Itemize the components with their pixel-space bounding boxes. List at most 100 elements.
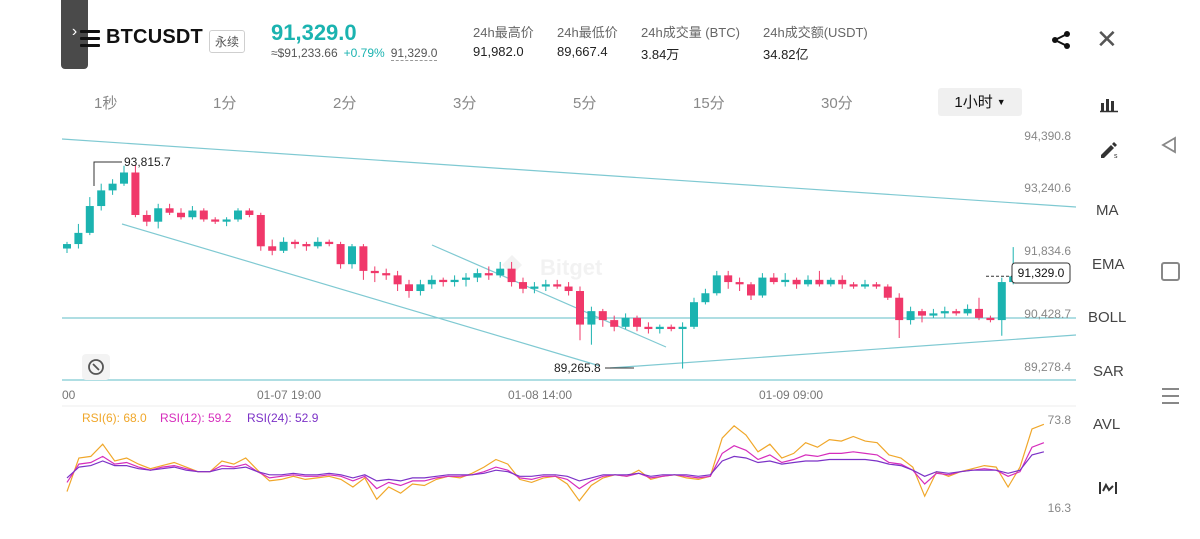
symbol-title[interactable]: BTCUSDT	[106, 26, 203, 48]
candle-body	[291, 241, 299, 245]
svg-text:Bitget: Bitget	[540, 255, 603, 280]
chart-type-icon[interactable]	[1099, 93, 1119, 113]
candle	[165, 203, 174, 215]
candle	[496, 261, 505, 278]
candle-body	[553, 284, 562, 287]
high-annotation-leader	[93, 161, 122, 186]
contract-type-badge: 永续	[209, 30, 246, 53]
last-price: 91,329.0	[271, 20, 357, 45]
candle-body	[997, 282, 1006, 321]
candle-body	[644, 326, 653, 330]
candle	[336, 241, 345, 269]
stat-label-turnover: 24h成交额(USDT)	[763, 25, 868, 40]
candle	[416, 279, 425, 296]
tab-1s[interactable]: 1秒	[94, 95, 118, 112]
candle	[211, 217, 220, 224]
candle	[701, 288, 710, 305]
candle	[120, 165, 128, 186]
candle-body	[302, 244, 311, 247]
candle	[313, 237, 322, 249]
candle	[644, 322, 653, 334]
candle	[302, 241, 311, 251]
candle	[359, 244, 368, 280]
price-axis-label: 94,390.8	[1024, 129, 1071, 143]
stat-value-volume: 3.84万	[641, 47, 680, 62]
indicator-sar[interactable]: SAR	[1093, 363, 1124, 380]
drawing-tool-icon[interactable]: s	[1099, 139, 1119, 159]
candle-body	[279, 241, 288, 251]
rsi6-line	[66, 423, 1045, 502]
candle-body	[747, 284, 755, 296]
tab-2m[interactable]: 2分	[333, 95, 357, 112]
collapse-handle[interactable]: ›	[61, 0, 88, 69]
candle	[792, 277, 801, 289]
candle-body	[85, 206, 94, 233]
candle-body	[655, 326, 664, 330]
candle-body	[576, 291, 584, 325]
candle-body	[245, 210, 254, 215]
candle-body	[63, 244, 71, 249]
candle	[678, 322, 687, 369]
candle-body	[826, 279, 835, 285]
indicator-ema[interactable]: EMA	[1092, 256, 1125, 273]
caret-down-icon: ▼	[996, 97, 1006, 107]
time-axis-label: 01-09 09:00	[759, 388, 823, 402]
share-icon[interactable]	[1050, 30, 1072, 50]
rsi6-legend: RSI(6): 68.0	[82, 411, 147, 425]
nav-back-icon[interactable]	[1161, 136, 1177, 154]
indicator-avl[interactable]: AVL	[1093, 416, 1121, 433]
tab-15m[interactable]: 15分	[693, 95, 725, 112]
candle-body	[348, 246, 356, 265]
candle	[131, 165, 140, 218]
candle-body	[382, 273, 391, 276]
candle-body	[667, 326, 676, 330]
tab-3m[interactable]: 3分	[453, 95, 477, 112]
stat-value-low: 89,667.4	[557, 44, 608, 59]
candle	[952, 308, 961, 316]
watermark: Bitget	[502, 255, 603, 280]
candle	[747, 282, 755, 300]
candle-body	[598, 311, 607, 321]
candle-body	[781, 279, 790, 283]
indicator-ma[interactable]: MA	[1096, 202, 1119, 219]
support-trendline	[609, 334, 1077, 369]
candle	[519, 277, 527, 294]
candle	[986, 315, 995, 323]
rsi24-legend: RSI(24): 52.9	[247, 411, 319, 425]
candle	[667, 324, 676, 332]
candle-body	[199, 210, 208, 220]
candle-body	[313, 241, 322, 247]
candle-body	[416, 284, 425, 292]
candle-body	[929, 313, 938, 316]
candle	[929, 308, 938, 318]
candle	[142, 210, 151, 227]
menu-icon[interactable]	[80, 30, 100, 48]
current-price-tag-text: 91,329.0	[1018, 266, 1065, 280]
candle	[906, 306, 915, 325]
candle	[541, 279, 550, 292]
candle	[553, 279, 562, 289]
indicator-boll[interactable]: BOLL	[1088, 309, 1127, 326]
candle-body	[986, 317, 995, 321]
candle	[473, 268, 482, 283]
candle	[97, 183, 106, 211]
nav-home-icon[interactable]	[1161, 262, 1180, 281]
channel-lower-trendline	[121, 223, 601, 367]
candle	[963, 304, 972, 316]
rsi-axis-bottom: 16.3	[1048, 501, 1072, 515]
close-icon[interactable]: ✕	[1096, 24, 1118, 54]
indicator-settings-icon[interactable]	[1098, 478, 1118, 498]
mark-price[interactable]: 91,329.0	[390, 46, 438, 61]
candle	[769, 273, 778, 285]
nav-recent-icon[interactable]	[1162, 388, 1179, 409]
reset-view-icon[interactable]	[82, 354, 110, 380]
candle-body	[268, 246, 277, 251]
tab-1h-dropdown[interactable]: 1小时 ▼	[938, 88, 1022, 116]
candle	[382, 268, 391, 280]
tab-30m[interactable]: 30分	[821, 95, 853, 112]
candle-body	[883, 286, 892, 298]
candle-body	[712, 275, 721, 294]
tab-5m[interactable]: 5分	[573, 95, 597, 112]
tab-1m[interactable]: 1分	[213, 95, 237, 112]
